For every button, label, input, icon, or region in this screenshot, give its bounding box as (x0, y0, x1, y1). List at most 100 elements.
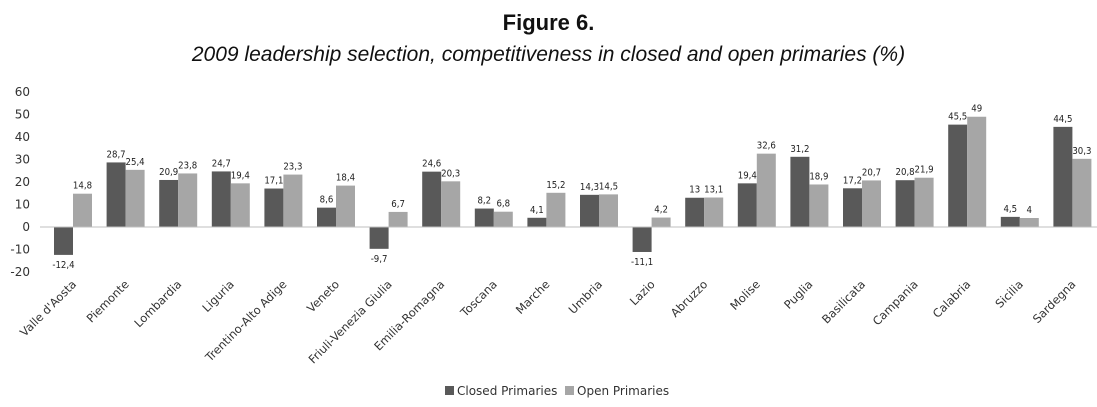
data-value-label: 23,3 (283, 161, 302, 173)
data-value-label: 20,8 (896, 167, 915, 179)
open-primaries-bar (336, 185, 355, 227)
x-tick-label: Molise (727, 277, 763, 313)
data-value-label: 23,8 (178, 160, 197, 172)
y-tick-label: 50 (15, 108, 30, 122)
open-primaries-bar (1072, 158, 1092, 227)
closed-primaries-bar (895, 180, 915, 227)
data-value-label: 28,7 (107, 149, 126, 161)
data-value-label: 4,2 (654, 204, 668, 216)
open-primaries-bar (704, 197, 724, 227)
legend-swatch (565, 386, 574, 395)
open-primaries-bar (283, 174, 303, 227)
legend-label: Open Primaries (577, 384, 669, 398)
open-primaries-bar (862, 180, 881, 227)
y-axis: -20 -10 0 10 20 30 40 50 60 (10, 85, 30, 279)
value-labels-group: -12,414,828,725,420,923,8 24,719,4 17,123,… (52, 103, 1091, 271)
data-value-label: 8,2 (477, 195, 491, 207)
data-value-label: -9,7 (371, 253, 388, 265)
data-value-label: -11,1 (631, 256, 653, 268)
open-primaries-bar (125, 169, 145, 227)
closed-primaries-bar (159, 179, 179, 227)
y-tick-label: 20 (15, 175, 30, 189)
data-value-label: 19,4 (231, 170, 250, 182)
closed-primaries-bar (422, 171, 442, 227)
closed-primaries-bar (685, 197, 705, 227)
closed-primaries-bar (1053, 126, 1073, 227)
data-value-label: 15,2 (546, 179, 565, 191)
y-tick-label: 10 (15, 198, 30, 212)
legend-swatch (445, 386, 454, 395)
x-tick-label: Sardegna (1030, 277, 1079, 326)
closed-primaries-bar (632, 227, 652, 252)
x-tick-label: Veneto (304, 277, 342, 315)
data-value-label: 32,6 (757, 140, 776, 152)
open-primaries-bar (388, 211, 408, 227)
open-primaries-bar (914, 177, 934, 227)
closed-primaries-bar (737, 183, 757, 227)
x-tick-label: Valle d'Aosta (17, 277, 79, 339)
closed-primaries-bar (580, 194, 599, 227)
closed-primaries-bar (211, 171, 231, 227)
closed-primaries-bar (790, 156, 810, 227)
x-axis: Valle d'Aosta Piemonte Lombardia LiguriaTre… (17, 226, 1097, 366)
x-tick-label: Piemonte (84, 277, 132, 325)
open-primaries-bar (599, 194, 618, 227)
data-value-label: 24,6 (422, 158, 441, 170)
y-tick-label: 30 (15, 153, 30, 167)
open-primaries-bar (967, 116, 987, 227)
legend-label: Closed Primaries (457, 384, 557, 398)
open-primaries-bar (73, 193, 92, 227)
data-value-label: 30,3 (1072, 145, 1091, 157)
data-value-label: 13,1 (704, 184, 723, 196)
data-value-label: 14,8 (73, 180, 92, 192)
x-tick-label: Sicilia (992, 277, 1026, 311)
data-value-label: 14,3 (580, 181, 599, 193)
x-tick-label: Lazio (627, 277, 658, 308)
data-value-label: 20,7 (862, 167, 881, 179)
open-primaries-bar (809, 184, 829, 227)
x-tick-label: Umbria (566, 277, 606, 317)
closed-primaries-bar (948, 124, 968, 227)
open-primaries-bar (651, 217, 671, 227)
y-tick-label: 60 (15, 85, 30, 99)
data-value-label: 19,4 (738, 170, 757, 182)
open-primaries-bar (546, 192, 566, 227)
closed-primaries-bar (106, 162, 126, 227)
chart-subtitle: 2009 leadership selection, competitivene… (191, 43, 906, 66)
data-value-label: 18,4 (336, 172, 355, 184)
y-tick-label: 0 (22, 220, 30, 234)
data-value-label: 6,7 (391, 198, 405, 210)
open-primaries-bar (441, 181, 461, 227)
data-value-label: 17,2 (843, 175, 862, 187)
closed-primaries-bar (317, 207, 336, 227)
open-primaries-bar (178, 173, 198, 227)
data-value-label: 20,3 (441, 168, 460, 180)
data-value-label: 24,7 (212, 158, 231, 170)
data-value-label: 4 (1027, 204, 1033, 216)
x-tick-label: Lombardia (131, 277, 184, 330)
data-value-label: 21,9 (915, 164, 934, 176)
data-value-label: 17,1 (264, 175, 283, 187)
bars-group (54, 116, 1092, 255)
chart-title: Figure 6. (502, 10, 595, 35)
x-tick-label: Toscana (457, 277, 500, 320)
closed-primaries-bar (54, 227, 73, 255)
x-tick-label: Abruzzo (668, 277, 711, 320)
closed-primaries-bar (369, 227, 389, 249)
closed-primaries-bar (843, 188, 862, 227)
y-tick-label: 40 (15, 130, 30, 144)
data-value-label: 18,9 (809, 171, 828, 183)
data-value-label: 4,1 (530, 204, 544, 216)
open-primaries-bar (1019, 218, 1039, 227)
open-primaries-bar (230, 183, 250, 227)
data-value-label: 6,8 (496, 198, 510, 210)
open-primaries-bar (493, 211, 513, 227)
y-tick-label: -20 (10, 265, 30, 279)
x-tick-label: Marche (513, 277, 553, 317)
data-value-label: 14,5 (599, 181, 618, 193)
data-value-label: 4,5 (1003, 203, 1017, 215)
data-value-label: 31,2 (790, 143, 809, 155)
data-value-label: 44,5 (1053, 113, 1072, 125)
data-value-label: 25,4 (126, 156, 145, 168)
